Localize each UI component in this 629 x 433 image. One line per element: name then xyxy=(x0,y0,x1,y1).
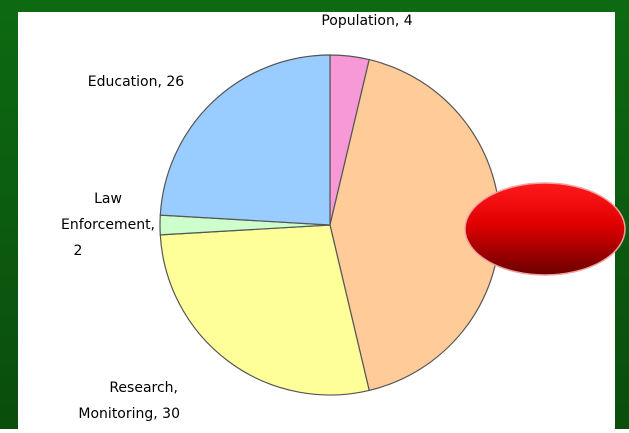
red-callout xyxy=(464,182,626,276)
slice-label: Law xyxy=(94,191,122,207)
pie-slice xyxy=(159,224,370,396)
slice-label: Research, xyxy=(109,380,178,396)
pie xyxy=(159,54,501,396)
slice-label: Monitoring, 30 xyxy=(78,406,180,422)
slice-label: Enforcement, xyxy=(61,217,155,233)
slice-label: 2 xyxy=(74,243,83,259)
slice-label: Population, 4 xyxy=(321,13,412,29)
pie-slice xyxy=(159,54,331,226)
labels: Population, 4 Research, Monitoring, 30 Law E… xyxy=(61,13,413,422)
slice-label: Education, 26 xyxy=(88,74,185,90)
